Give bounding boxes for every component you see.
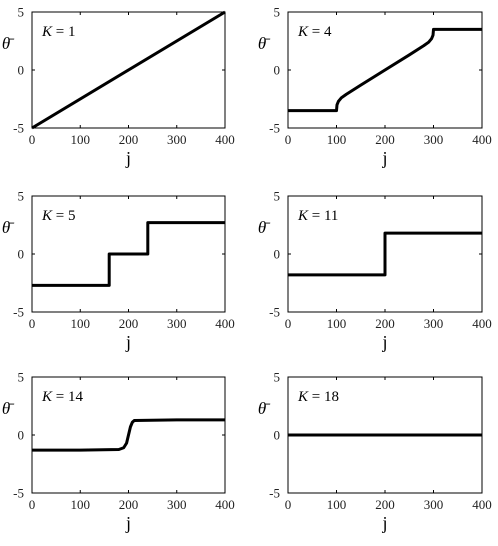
y-tick-label: 0 [274,63,281,78]
y-tick-label: -5 [269,305,280,320]
x-tick-label: 400 [472,497,492,512]
y-axis-label: θ̄ [258,399,271,418]
k-annotation-value: 1 [68,24,76,40]
k-annotation: K = 5 [41,208,75,224]
x-tick-label: 200 [119,316,139,331]
x-axis-label: j [125,148,131,168]
panel-k-14: 0 100 200 300 400 5 0 -5 j θ̄ K = 14 [2,370,235,534]
x-tick-label: 100 [71,316,91,331]
x-axis-label: j [125,332,131,352]
y-tick-label: 0 [274,247,281,262]
x-tick-label: 300 [424,497,444,512]
x-tick-label: 300 [167,316,187,331]
y-axis-label: θ̄ [258,34,271,53]
k-annotation-value: 5 [68,208,76,224]
k-annotation-var: K [297,24,309,40]
x-tick-label: 200 [375,316,395,331]
k-annotation-value: 14 [68,389,84,405]
x-tick-label: 0 [285,316,292,331]
y-tick-label: 5 [18,370,25,385]
k-annotation-eq: = [308,208,324,224]
panel-k-1: 0 100 200 300 400 5 0 -5 j θ̄ K = 1 [2,5,235,169]
k-annotation-eq: = [52,24,68,40]
x-tick-label: 0 [29,132,36,147]
y-tick-label: 0 [18,247,25,262]
x-tick-label: 200 [375,132,395,147]
x-axis-label: j [381,513,387,533]
y-tick-label: -5 [13,305,24,320]
panel-k-11: 0 100 200 300 400 5 0 -5 j θ̄ K = 11 [258,189,492,353]
x-tick-label: 0 [29,497,36,512]
x-tick-label: 100 [327,132,347,147]
k-annotation-var: K [41,389,53,405]
y-axis-label: θ̄ [258,218,271,237]
x-tick-label: 100 [71,132,91,147]
series-line-0 [32,221,225,287]
x-tick-label: 0 [285,132,292,147]
series-line-0 [288,231,482,277]
k-annotation: K = 11 [297,208,338,224]
y-tick-label: 5 [18,5,25,20]
x-tick-label: 300 [167,497,187,512]
x-tick-label: 400 [215,132,235,147]
series-line-0 [31,10,226,130]
k-annotation: K = 4 [297,24,332,40]
k-annotation: K = 1 [41,24,75,40]
x-tick-label: 200 [119,497,139,512]
x-tick-label: 0 [29,316,36,331]
k-annotation-eq: = [52,208,68,224]
y-tick-label: 5 [18,189,25,204]
x-tick-label: 100 [71,497,91,512]
x-tick-label: 400 [215,497,235,512]
x-tick-label: 100 [327,316,347,331]
x-axis-label: j [125,513,131,533]
x-tick-label: 400 [215,316,235,331]
y-axis-label: θ̄ [2,34,15,53]
x-tick-label: 300 [424,316,444,331]
panel-k-18: 0 100 200 300 400 5 0 -5 j θ̄ K = 18 [258,370,492,534]
y-tick-label: 5 [274,189,281,204]
k-annotation-var: K [297,389,309,405]
y-tick-label: 0 [18,63,25,78]
k-annotation-value: 18 [324,389,339,405]
y-tick-label: -5 [13,486,24,501]
panel-k-5: 0 100 200 300 400 5 0 -5 j θ̄ K = 5 [2,189,235,353]
k-annotation: K = 18 [297,389,339,405]
y-tick-label: -5 [269,486,280,501]
k-annotation-eq: = [308,24,324,40]
k-annotation-eq: = [308,389,324,405]
y-tick-label: 0 [274,428,281,443]
y-axis-label: θ̄ [2,218,15,237]
x-tick-label: 200 [119,132,139,147]
k-annotation-var: K [297,208,309,224]
k-annotation-value: 4 [324,24,332,40]
x-axis-label: j [381,148,387,168]
series-line-0 [32,418,225,452]
x-tick-label: 100 [327,497,347,512]
y-tick-label: 0 [18,428,25,443]
x-tick-label: 300 [424,132,444,147]
k-annotation-var: K [41,24,53,40]
panel-k-4: 0 100 200 300 400 5 0 -5 j θ̄ K = 4 [258,5,492,169]
series-line-0 [288,27,482,113]
y-tick-label: -5 [13,121,24,136]
x-tick-label: 400 [472,316,492,331]
y-tick-label: 5 [274,370,281,385]
x-tick-label: 200 [375,497,395,512]
y-axis-label: θ̄ [2,399,15,418]
x-axis-label: j [381,332,387,352]
k-annotation-eq: = [52,389,68,405]
y-tick-label: -5 [269,121,280,136]
k-annotation: K = 14 [41,389,83,405]
x-tick-label: 400 [472,132,492,147]
k-annotation-var: K [41,208,53,224]
x-tick-label: 0 [285,497,292,512]
k-annotation-value: 11 [324,208,338,224]
x-tick-label: 300 [167,132,187,147]
y-tick-label: 5 [274,5,281,20]
